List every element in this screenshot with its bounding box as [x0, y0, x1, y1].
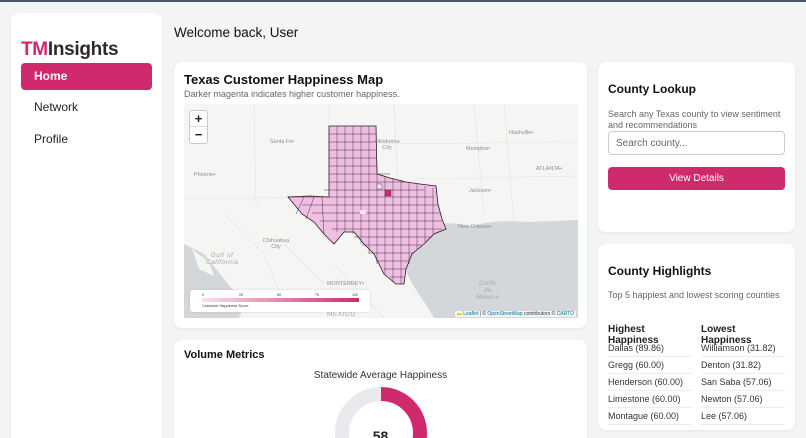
gauge-title: Statewide Average Happiness	[313, 370, 448, 381]
city-label-memphis: Memphis•	[466, 146, 491, 152]
legend-label: Customer Happiness Score	[202, 304, 249, 308]
brand-prefix: TM	[21, 39, 48, 60]
map-canvas	[184, 104, 578, 318]
legend-gradient-bar	[202, 298, 359, 302]
map-card: Texas Customer Happiness Map Darker mage…	[174, 62, 587, 328]
window-top-border	[0, 0, 806, 2]
list-item: Limestone (60.00)	[608, 391, 692, 408]
lowest-happiness-list: Lowest Happiness Williamson (31.82) Dent…	[701, 324, 785, 425]
zoom-control: + −	[189, 110, 208, 144]
map-subtitle: Darker magenta indicates higher customer…	[184, 89, 400, 99]
sidebar-item-network[interactable]: Network	[34, 100, 79, 114]
legend-tick: 0	[202, 293, 204, 297]
highest-happiness-list: Highest Happiness Dallas (89.86) Gregg (…	[608, 324, 692, 425]
list-item: Williamson (31.82)	[701, 340, 785, 357]
city-label-chihuahua: Chihuahua City	[262, 238, 290, 250]
city-label-oklahoma-city: Oklahoma City	[374, 139, 400, 151]
osm-link[interactable]: OpenStreetMap	[487, 311, 523, 317]
county-lookup-card: County Lookup Search any Texas county to…	[598, 62, 795, 232]
list-item: Lee (57.06)	[701, 408, 785, 425]
brand-suffix: Insights	[47, 39, 119, 60]
map-legend: 0 25 50 75 100 Customer Happiness Score	[190, 290, 370, 312]
city-label-monterrey: MONTERREY•	[327, 281, 365, 287]
sea-label-gulf-california: Gulf of California	[206, 252, 239, 266]
brand-logo: TMInsights	[21, 39, 119, 61]
sidebar: TMInsights Home Network Profile	[11, 13, 162, 438]
sidebar-item-profile[interactable]: Profile	[34, 132, 69, 146]
attribution-text: contributors ©	[522, 311, 557, 317]
lookup-description: Search any Texas county to view sentimen…	[608, 109, 781, 130]
highest-header: Highest Happiness	[608, 324, 659, 346]
highlights-subtitle: Top 5 happiest and lowest scoring counti…	[608, 290, 780, 300]
map-attribution: ▬ Leaflet | © OpenStreetMap contributors…	[454, 311, 576, 317]
volume-title: Volume Metrics	[184, 349, 265, 361]
city-label-nashville: Nashville•	[509, 130, 534, 136]
county-search-input[interactable]	[608, 131, 785, 155]
highlights-title: County Highlights	[608, 264, 712, 278]
city-label-santa-fe: Santa Fe•	[270, 139, 295, 145]
sea-label-golfo-mexico: Golfo de México	[476, 280, 500, 301]
list-item: Denton (31.82)	[701, 357, 785, 374]
sidebar-item-home[interactable]: Home	[21, 63, 152, 90]
list-item: Newton (57.06)	[701, 391, 785, 408]
legend-tick: 25	[239, 293, 243, 297]
legend-tick: 50	[277, 293, 281, 297]
legend-tick: 75	[315, 293, 319, 297]
list-item: Montague (60.00)	[608, 408, 692, 425]
volume-metrics-card: Volume Metrics Statewide Average Happine…	[174, 340, 587, 438]
happiness-gauge	[335, 387, 427, 438]
carto-link[interactable]: CARTO	[556, 311, 574, 317]
texas-counties	[287, 125, 447, 285]
city-label-atlanta: ATLANTA•	[536, 166, 562, 172]
list-item: Gregg (60.00)	[608, 357, 692, 374]
view-details-button[interactable]: View Details	[608, 167, 785, 190]
city-label-jackson: Jackson•	[469, 188, 492, 194]
attribution-separator: | ©	[478, 311, 488, 317]
map-title: Texas Customer Happiness Map	[184, 72, 384, 87]
city-label-new-orleans: New Orleans•	[458, 224, 492, 230]
list-item: San Saba (57.06)	[701, 374, 785, 391]
lowest-header: Lowest Happiness	[701, 324, 752, 346]
country-label-mexico: MEXICO	[327, 311, 356, 318]
city-label-phoenix: Phoenix•	[194, 172, 216, 178]
list-item: Dallas (89.86)	[608, 340, 692, 357]
legend-tick: 100	[352, 293, 358, 297]
gauge-value: 58	[372, 428, 389, 438]
welcome-heading: Welcome back, User	[174, 25, 299, 40]
zoom-out-button[interactable]: −	[194, 127, 203, 142]
texas-happiness-map[interactable]: + − Santa Fe• Oklahoma City Nashville• M…	[184, 104, 578, 318]
list-item: Henderson (60.00)	[608, 374, 692, 391]
lookup-title: County Lookup	[608, 82, 696, 96]
county-highlights-card: County Highlights Top 5 happiest and low…	[598, 244, 795, 430]
leaflet-link[interactable]: Leaflet	[463, 311, 479, 317]
zoom-in-button[interactable]: +	[190, 111, 207, 127]
